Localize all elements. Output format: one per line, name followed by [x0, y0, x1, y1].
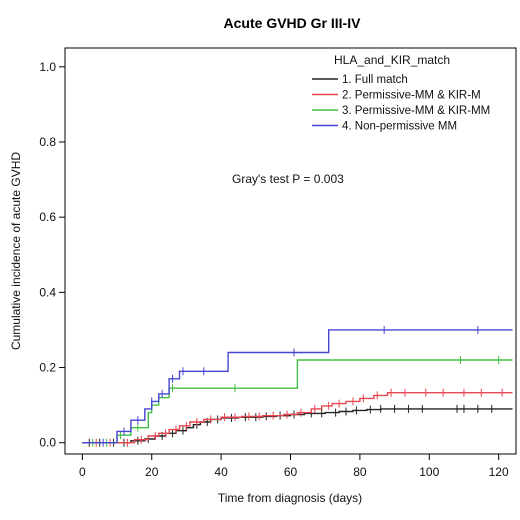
x-tick-label: 100 [419, 465, 439, 479]
y-tick-label: 0.0 [39, 436, 56, 450]
x-axis: 0 20 40 60 80 100 120 [79, 454, 509, 479]
y-axis: 0.0 0.2 0.4 0.6 0.8 1.0 [39, 60, 65, 450]
legend-entry-label: 1. Full match [342, 74, 408, 86]
x-tick-label: 60 [284, 465, 298, 479]
legend-entry-label: 2. Permissive-MM & KIR-M [342, 90, 481, 102]
legend: HLA_and_KIR_match 1. Full match 2. Permis… [312, 53, 490, 133]
legend-entry-label: 3. Permissive-MM & KIR-MM [342, 105, 490, 117]
legend-title: HLA_and_KIR_match [334, 53, 450, 67]
legend-entry-label: 4. Non-permissive MM [342, 121, 457, 133]
grays-test-annotation: Gray's test P = 0.003 [232, 172, 344, 186]
x-tick-label: 40 [214, 465, 228, 479]
y-tick-label: 0.2 [39, 361, 56, 375]
y-tick-label: 1.0 [39, 60, 56, 74]
plot-series [82, 325, 513, 447]
x-tick-label: 20 [145, 465, 159, 479]
series-line [82, 329, 513, 444]
x-axis-label: Time from diagnosis (days) [218, 491, 362, 505]
series-line [82, 392, 513, 444]
x-tick-label: 80 [353, 465, 367, 479]
x-tick-label: 120 [489, 465, 509, 479]
y-tick-label: 0.6 [39, 210, 56, 224]
y-axis-label: Cumulative incidence of acute GVHD [9, 152, 23, 350]
y-tick-label: 0.8 [39, 135, 56, 149]
y-tick-label: 0.4 [39, 285, 56, 299]
series-line [82, 359, 513, 444]
x-tick-label: 0 [79, 465, 86, 479]
chart-title: Acute GVHD Gr III-IV [224, 15, 362, 31]
